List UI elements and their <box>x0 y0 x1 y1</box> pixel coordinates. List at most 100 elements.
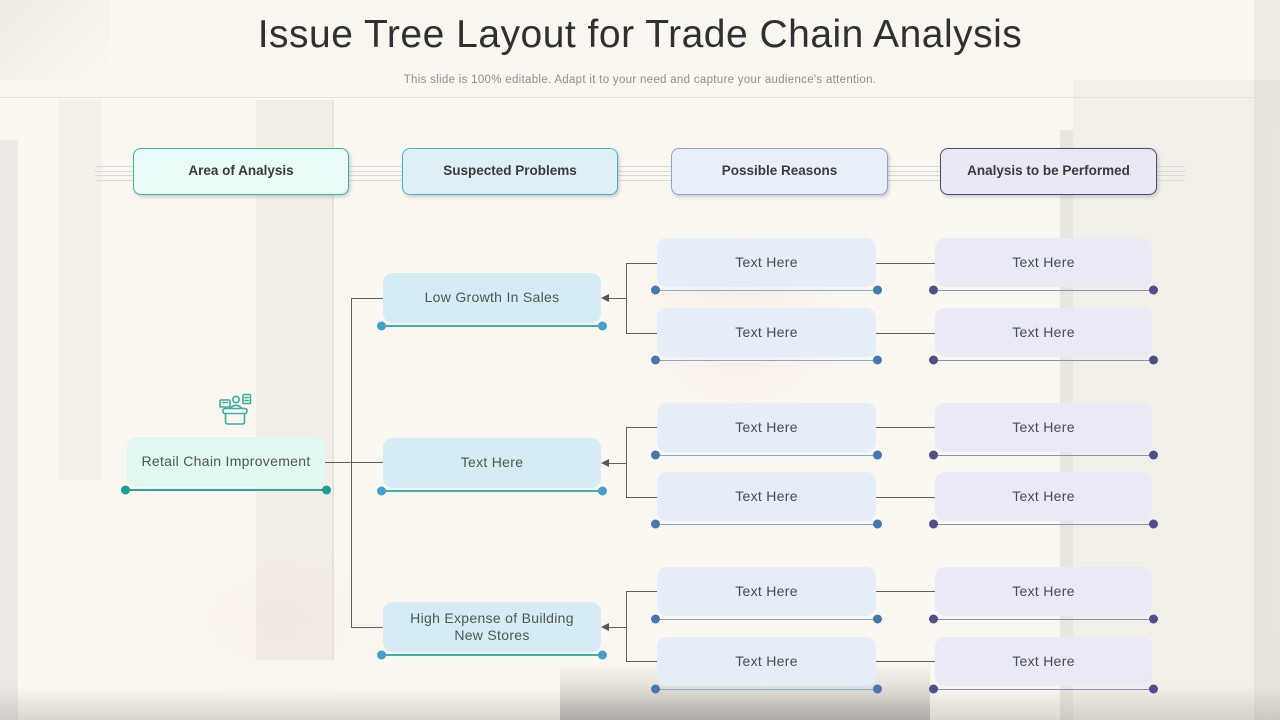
analysis-node-label: Text Here <box>1012 582 1075 599</box>
connector-bracket-2-bottom <box>626 497 657 498</box>
endpoint-dot <box>651 684 660 694</box>
connector-reason-analysis <box>876 427 935 428</box>
analysis-node-label: Text Here <box>1012 418 1075 435</box>
node-underline <box>377 321 607 331</box>
background-photo-blush <box>150 540 410 700</box>
endpoint-dot <box>929 355 938 365</box>
endpoint-dot <box>377 486 386 496</box>
reason-node-label: Text Here <box>735 582 798 599</box>
endpoint-dot <box>873 450 882 460</box>
analysis-node-2-2: Text Here <box>929 472 1158 529</box>
node-underline <box>651 614 882 624</box>
endpoint-dot <box>651 355 660 365</box>
connector-bracket-2-top <box>626 427 657 428</box>
endpoint-dot <box>929 285 938 295</box>
node-underline <box>377 486 607 496</box>
node-underline <box>121 485 331 495</box>
analysis-node-3-1: Text Here <box>929 567 1158 624</box>
header-rule-line <box>95 180 1185 181</box>
node-underline <box>929 355 1158 365</box>
endpoint-dot <box>377 321 386 331</box>
analysis-node-label: Text Here <box>1012 487 1075 504</box>
endpoint-dot <box>873 519 882 529</box>
endpoint-dot <box>1149 355 1158 365</box>
reason-node-3-1: Text Here <box>651 567 882 624</box>
analysis-node-3-2: Text Here <box>929 637 1158 694</box>
endpoint-dot <box>651 285 660 295</box>
connector-bracket-1-arrowline <box>609 298 626 299</box>
endpoint-dot <box>1149 519 1158 529</box>
connector-reason-analysis <box>876 333 935 334</box>
problem-node-label: High Expense of Building New Stores <box>410 609 574 644</box>
endpoint-dot <box>873 355 882 365</box>
header-suspected-problems: Suspected Problems <box>402 148 618 195</box>
connector-bracket-1 <box>626 263 627 333</box>
endpoint-dot <box>873 614 882 624</box>
connector-bracket-2 <box>626 427 627 497</box>
header-possible-reasons: Possible Reasons <box>671 148 888 195</box>
connector-reason-analysis <box>876 497 935 498</box>
endpoint-dot <box>598 321 607 331</box>
connector-trunk-to-problem-1 <box>351 298 383 299</box>
background-photo-left-band <box>58 100 102 480</box>
connector-bracket-1-top <box>626 263 657 264</box>
reason-node-2-1: Text Here <box>651 403 882 460</box>
connector-reason-analysis <box>876 661 935 662</box>
endpoint-dot <box>377 650 386 660</box>
node-underline <box>651 519 882 529</box>
root-node: Retail Chain Improvement <box>121 437 331 495</box>
connector-bracket-3-bottom <box>626 661 657 662</box>
header-label: Possible Reasons <box>721 163 838 179</box>
endpoint-dot <box>322 485 331 495</box>
arrow-left-icon <box>601 623 609 631</box>
reason-node-label: Text Here <box>735 418 798 435</box>
endpoint-dot <box>598 486 607 496</box>
node-underline <box>929 285 1158 295</box>
analysis-node-label: Text Here <box>1012 253 1075 270</box>
root-node-label: Retail Chain Improvement <box>141 453 311 470</box>
problem-node-label: Low Growth In Sales <box>424 289 560 306</box>
connector-root-to-trunk <box>325 462 383 463</box>
endpoint-dot <box>651 614 660 624</box>
endpoint-dot <box>1149 684 1158 694</box>
connector-bracket-3 <box>626 591 627 661</box>
node-underline <box>651 684 882 694</box>
analysis-node-label: Text Here <box>1012 652 1075 669</box>
header-rule-line <box>95 166 1185 167</box>
endpoint-dot <box>1149 285 1158 295</box>
header-analysis-to-be-performed: Analysis to be Performed <box>940 148 1157 195</box>
background-photo-bottom-band <box>0 686 1280 720</box>
reason-node-label: Text Here <box>735 253 798 270</box>
endpoint-dot <box>1149 450 1158 460</box>
reason-node-label: Text Here <box>735 487 798 504</box>
reason-node-1-2: Text Here <box>651 308 882 365</box>
header-rule-line <box>95 171 1185 172</box>
connector-bracket-3-arrowline <box>609 627 626 628</box>
cashier-counter-icon <box>219 393 252 425</box>
problem-node-2: Text Here <box>377 438 607 496</box>
endpoint-dot <box>873 285 882 295</box>
node-underline <box>377 650 607 660</box>
endpoint-dot <box>929 519 938 529</box>
analysis-node-1-1: Text Here <box>929 238 1158 295</box>
arrow-left-icon <box>601 294 609 302</box>
reason-node-label: Text Here <box>735 323 798 340</box>
node-underline <box>929 684 1158 694</box>
node-underline <box>929 519 1158 529</box>
header-label: Area of Analysis <box>188 163 294 179</box>
reason-node-3-2: Text Here <box>651 637 882 694</box>
endpoint-dot <box>651 450 660 460</box>
background-photo-left-edge <box>0 140 18 720</box>
title-divider <box>0 97 1280 98</box>
analysis-node-1-2: Text Here <box>929 308 1158 365</box>
connector-bracket-3-top <box>626 591 657 592</box>
reason-node-label: Text Here <box>735 652 798 669</box>
page-title: Issue Tree Layout for Trade Chain Analys… <box>257 13 1023 56</box>
connector-trunk-to-problem-3 <box>351 627 383 628</box>
endpoint-dot <box>598 650 607 660</box>
problem-node-3: High Expense of Building New Stores <box>377 602 607 660</box>
node-underline <box>929 614 1158 624</box>
reason-node-2-2: Text Here <box>651 472 882 529</box>
node-underline <box>651 285 882 295</box>
